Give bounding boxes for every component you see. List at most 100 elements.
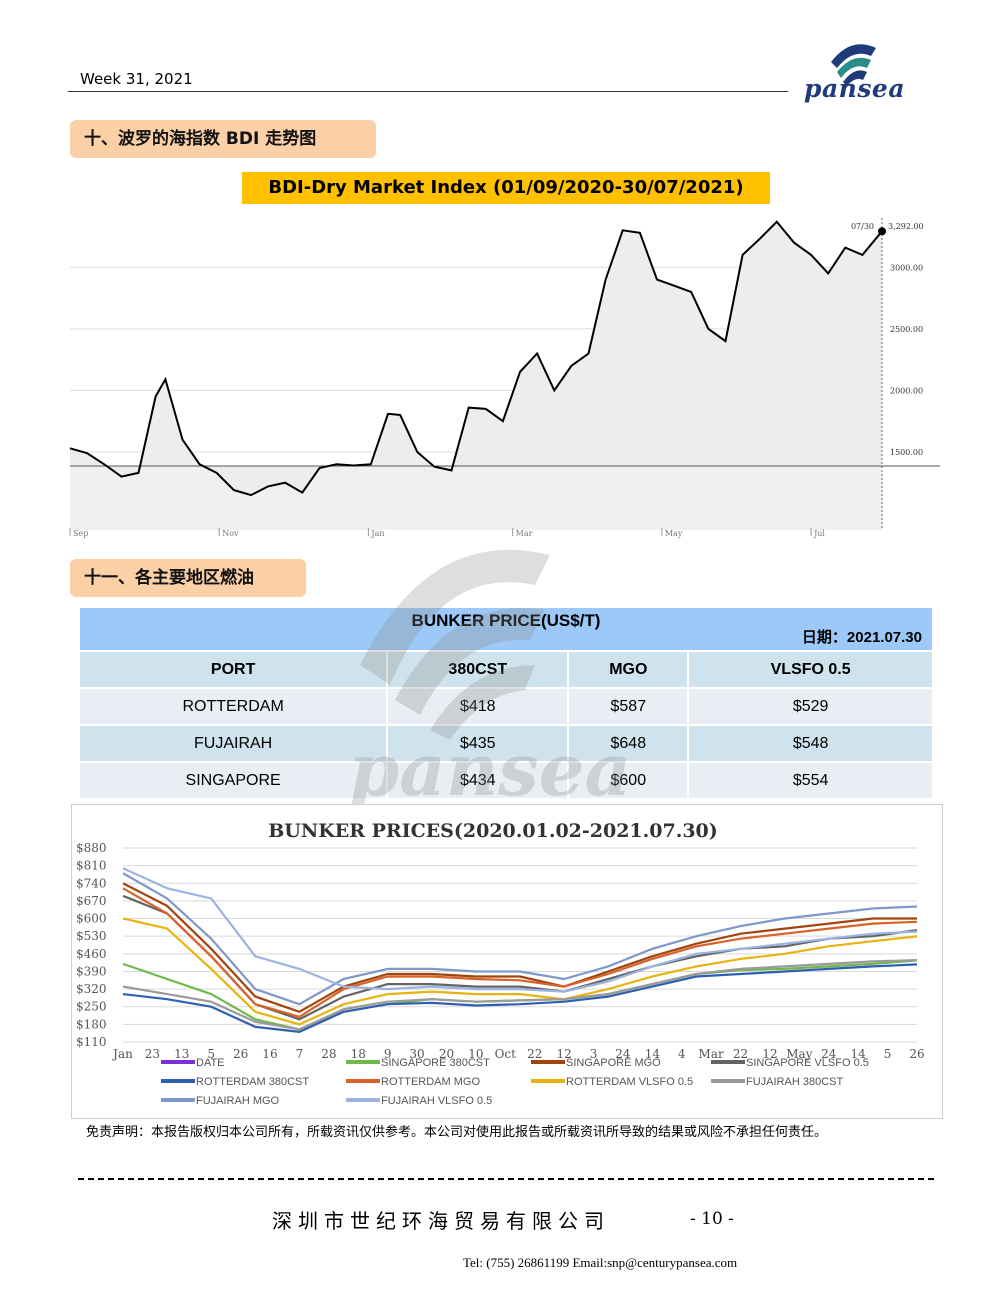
port-cell: SINGAPORE (77, 761, 389, 800)
bunker-x-tick-label: 26 (233, 1047, 248, 1061)
bunker-x-tick-label: 5 (207, 1047, 215, 1061)
bunker-y-tick-label: $810 (76, 859, 107, 873)
bunker-x-tick-label: 4 (678, 1047, 686, 1061)
bdi-banner: BDI-Dry Market Index (01/09/2020-30/07/2… (242, 172, 770, 204)
bunker-series-line (122, 872, 918, 1006)
bdi-area (70, 221, 882, 496)
bunker-y-tick-label: $110 (76, 1035, 107, 1049)
bdi-x-tick-label: May (665, 529, 683, 538)
watermark-text: pansea (349, 727, 631, 805)
bdi-last-point (878, 227, 886, 236)
bunker-series-line (122, 963, 918, 1033)
bunker-y-tick-label: $180 (76, 1017, 107, 1031)
bdi-x-ticks: Sep Nov Jan Mar May Jul (69, 528, 825, 538)
bunker-x-tick-label: 14 (851, 1047, 867, 1061)
bunker-x-tick-label: 12 (762, 1047, 777, 1061)
bunker-x-tick-label: 5 (884, 1047, 892, 1061)
bdi-y-tick-label: 2500.00 (890, 325, 923, 334)
bunker-x-tick-label: 13 (174, 1047, 189, 1061)
bunker-legend-label: FUJAIRAH 380CST (746, 1076, 843, 1088)
port-cell: FUJAIRAH (77, 724, 389, 763)
bunker-y-tick-label: $530 (76, 929, 107, 943)
bdi-y-tick-label: 3000.00 (890, 263, 923, 272)
bunker-x-tick-label: Mar (699, 1047, 724, 1061)
bunker-y-ticks: $880 $810 $740 $670 $600 $530 $460 $390 $320 $250… (76, 841, 107, 1049)
logo-wordmark: pansea (804, 74, 906, 103)
bunker-y-tick-label: $320 (76, 982, 107, 996)
price-cell: $600 (567, 761, 690, 800)
bdi-last-date: 07/30 (851, 222, 874, 231)
bunker-legend-label: ROTTERDAM MGO (381, 1076, 480, 1088)
contact-info: Tel: (755) 26861199 Email:snp@centurypan… (463, 1255, 738, 1270)
bunker-series-line (122, 867, 918, 993)
bunker-y-tick-label: $600 (76, 912, 107, 926)
bunker-y-tick-label: $460 (76, 947, 107, 961)
bunker-legend-label: ROTTERDAM VLSFO 0.5 (566, 1076, 693, 1088)
bunker-x-tick-label: 23 (145, 1047, 160, 1061)
bunker-x-tick-label: Jan (111, 1047, 133, 1061)
column-header: MGO (567, 650, 690, 689)
bunker-legend-label: SINGAPORE MGO (566, 1057, 661, 1069)
bunker-x-tick-label: 10 (468, 1047, 483, 1061)
price-cell: $434 (386, 761, 570, 800)
pansea-watermark: pansea (349, 549, 631, 805)
bunker-x-tick-label: Oct (495, 1047, 517, 1061)
bunker-x-tick-label: 20 (439, 1047, 454, 1061)
footer-divider (78, 1178, 934, 1180)
bdi-x-tick-label: Nov (222, 529, 239, 538)
column-header: PORT (77, 650, 389, 689)
bunker-x-tick-label: 18 (351, 1047, 366, 1061)
section-heading-bdi: 十、波罗的海指数 BDI 走势图 (70, 120, 376, 158)
bunker-series-line (122, 959, 918, 1031)
bunker-x-tick-label: 30 (409, 1047, 424, 1061)
table-row: FUJAIRAH $435 $648 $548 (77, 724, 934, 763)
bunker-x-tick-label: 7 (296, 1047, 304, 1061)
bunker-chart-title: BUNKER PRICES(2020.01.02-2021.07.30) (268, 820, 718, 842)
bunker-y-tick-label: $740 (76, 876, 107, 890)
section-heading-bunker: 十一、各主要地区燃油 (70, 559, 306, 597)
bdi-y-tick-label: 1500.00 (890, 448, 923, 457)
page-number: - 10 - (690, 1209, 734, 1229)
bunker-x-tick-label: 24 (615, 1047, 631, 1061)
column-header: VLSFO 0.5 (687, 650, 934, 689)
bunker-y-tick-label: $670 (76, 894, 107, 908)
bunker-x-tick-label: 28 (321, 1047, 336, 1061)
week-label: Week 31, 2021 (80, 70, 193, 88)
price-cell: $548 (687, 724, 934, 763)
table-row: ROTTERDAM $418 $587 $529 (77, 687, 934, 726)
bunker-x-tick-label: 3 (590, 1047, 598, 1061)
column-header: 380CST (386, 650, 570, 689)
bdi-last-value: 3,292.00 (888, 222, 924, 231)
price-cell: $435 (386, 724, 570, 763)
bunker-legend-label: FUJAIRAH VLSFO 0.5 (381, 1095, 492, 1107)
bunker-y-tick-label: $880 (76, 841, 107, 855)
disclaimer-text: 免责声明：本报告版权归本公司所有，所载资讯仅供参考。本公司对使用此报告或所载资讯… (86, 1125, 828, 1140)
bunker-x-tick-label: 9 (384, 1047, 392, 1061)
port-cell: ROTTERDAM (77, 687, 389, 726)
table-date: 日期：2021.07.30 (801, 629, 922, 646)
pansea-logo (831, 44, 876, 86)
table-header-row: PORT 380CST MGO VLSFO 0.5 (77, 650, 934, 689)
bdi-y-tick-label: 2000.00 (890, 386, 923, 395)
bunker-x-tick-label: 12 (556, 1047, 571, 1061)
bunker-legend-label: FUJAIRAH MGO (196, 1095, 280, 1107)
bdi-x-tick-label: Jul (813, 529, 825, 538)
bunker-x-ticks: Jan 23 13 5 26 16 7 28 18 9 30 20 10 Oct 22 12 3 24 14 4 Mar… (111, 1047, 924, 1061)
bdi-x-tick-label: Mar (516, 529, 533, 538)
price-cell: $529 (687, 687, 934, 726)
bdi-series-line (69, 220, 883, 497)
bunker-chart: BUNKER PRICES(2020.01.02-2021.07.30) $88… (76, 820, 925, 1107)
table-title: BUNKER PRICE(US$/T) (411, 611, 601, 630)
bunker-legend-label: SINGAPORE 380CST (381, 1057, 490, 1069)
bunker-series-line (122, 917, 918, 1026)
table-title-cell: BUNKER PRICE(US$/T) 日期：2021.07.30 (78, 606, 934, 652)
bunker-x-tick-label: 16 (262, 1047, 277, 1061)
price-cell: $418 (386, 687, 570, 726)
price-cell: $648 (567, 724, 690, 763)
price-cell: $554 (687, 761, 934, 800)
bunker-series-lines (122, 867, 918, 1033)
bunker-series-line (122, 882, 917, 1013)
bdi-x-tick-label: Jan (370, 529, 384, 538)
bunker-legend-label: DATE (196, 1057, 225, 1069)
bdi-x-tick-label: Sep (73, 529, 88, 538)
